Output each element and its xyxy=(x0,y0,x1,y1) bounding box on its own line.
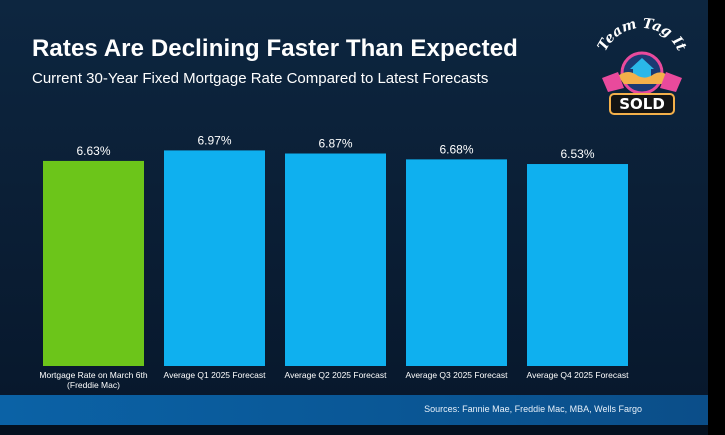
slide: Rates Are Declining Faster Than Expected… xyxy=(0,0,708,435)
house-icon xyxy=(630,58,654,80)
team-tag-it-sold-logo: Team Tag It SOLD xyxy=(595,18,690,115)
logo-arc-text: Team Tag It xyxy=(595,18,690,54)
bar-4 xyxy=(406,159,507,366)
bar-3 xyxy=(285,153,386,366)
sold-badge xyxy=(609,93,675,115)
footer-bottom-strip xyxy=(0,425,708,435)
bar-1 xyxy=(43,160,144,366)
bar-chart: 6.63% Mortgage Rate on March 6th(Freddie … xyxy=(39,133,630,390)
bar-value-label-3: 6.87% xyxy=(318,137,352,151)
logo-ribbon-right xyxy=(660,72,682,92)
category-label-5: Average Q4 2025 Forecast xyxy=(527,370,630,380)
sources-note: Sources: Fannie Mae, Freddie Mac, MBA, W… xyxy=(424,404,642,414)
bar-value-label-2: 6.97% xyxy=(197,133,231,147)
bar-value-label-1: 6.63% xyxy=(76,144,110,158)
bar-value-label-5: 6.53% xyxy=(560,147,594,161)
footer-bar: Sources: Fannie Mae, Freddie Mac, MBA, W… xyxy=(0,395,708,425)
bar-5 xyxy=(527,164,628,366)
handshake-icon xyxy=(618,72,668,84)
chart-title: Rates Are Declining Faster Than Expected xyxy=(32,35,518,62)
bar-2 xyxy=(164,150,265,366)
category-label-2: Average Q1 2025 Forecast xyxy=(164,370,267,380)
bar-value-label-4: 6.68% xyxy=(439,142,473,156)
svg-text:Team Tag It: Team Tag It xyxy=(595,18,690,54)
category-label-4: Average Q3 2025 Forecast xyxy=(406,370,509,380)
right-edge-strip xyxy=(708,0,725,435)
category-label-1-line-1: Mortgage Rate on March 6th xyxy=(39,370,147,380)
sold-badge-text: SOLD xyxy=(619,95,665,113)
logo-ribbon-left xyxy=(602,72,624,92)
category-label-1-line-2: (Freddie Mac) xyxy=(67,380,120,390)
chart-subtitle: Current 30-Year Fixed Mortgage Rate Comp… xyxy=(32,70,489,87)
category-label-3: Average Q2 2025 Forecast xyxy=(285,370,388,380)
